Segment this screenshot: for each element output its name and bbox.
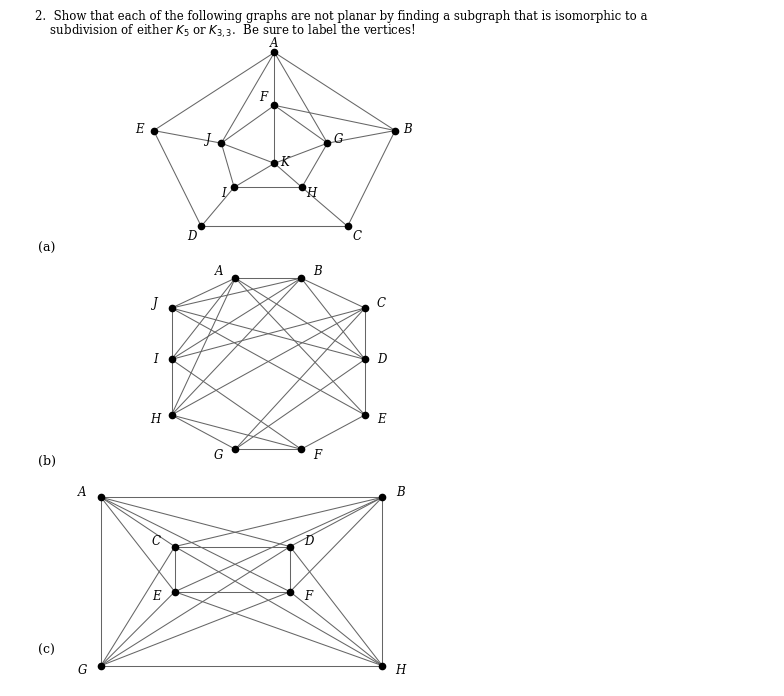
Text: G: G — [214, 449, 223, 462]
Text: D: D — [187, 230, 197, 243]
Text: J: J — [153, 297, 158, 310]
Text: B: B — [404, 122, 412, 136]
Text: G: G — [334, 133, 343, 146]
Text: (c): (c) — [38, 644, 55, 657]
Text: I: I — [222, 187, 227, 200]
Text: D: D — [304, 535, 314, 548]
Text: H: H — [396, 664, 406, 677]
Text: 2.  Show that each of the following graphs are not planar by finding a subgraph : 2. Show that each of the following graph… — [35, 10, 648, 24]
Text: B: B — [314, 265, 322, 278]
Text: A: A — [270, 37, 278, 50]
Text: I: I — [153, 353, 158, 366]
Text: C: C — [377, 297, 386, 310]
Text: F: F — [260, 91, 267, 104]
Text: G: G — [78, 664, 87, 677]
Text: A: A — [215, 265, 223, 278]
Text: E: E — [152, 590, 161, 603]
Text: E: E — [377, 413, 386, 426]
Text: C: C — [152, 535, 161, 548]
Text: J: J — [206, 133, 211, 146]
Text: subdivision of either $K_5$ or $K_{3,3}$.  Be sure to label the vertices!: subdivision of either $K_5$ or $K_{3,3}$… — [35, 22, 416, 40]
Text: (a): (a) — [38, 242, 55, 255]
Text: H: H — [306, 187, 316, 200]
Text: K: K — [280, 156, 289, 168]
Text: E: E — [135, 122, 143, 136]
Text: D: D — [377, 353, 386, 366]
Text: (b): (b) — [38, 454, 56, 468]
Text: A: A — [78, 486, 87, 498]
Text: B: B — [397, 486, 405, 498]
Text: F: F — [304, 590, 313, 603]
Text: F: F — [314, 449, 321, 462]
Text: H: H — [150, 413, 160, 426]
Text: C: C — [352, 230, 361, 243]
